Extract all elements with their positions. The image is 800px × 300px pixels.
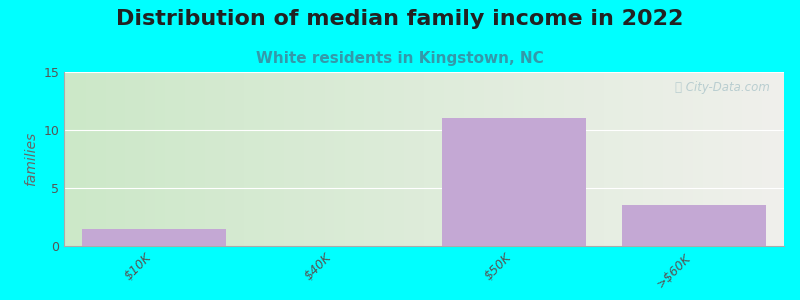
- Bar: [82, 229, 226, 246]
- Text: Distribution of median family income in 2022: Distribution of median family income in …: [116, 9, 684, 29]
- Text: ⓘ City-Data.com: ⓘ City-Data.com: [674, 81, 770, 94]
- Text: White residents in Kingstown, NC: White residents in Kingstown, NC: [256, 51, 544, 66]
- Bar: [622, 206, 766, 246]
- Y-axis label: families: families: [24, 132, 38, 186]
- Bar: [442, 118, 586, 246]
